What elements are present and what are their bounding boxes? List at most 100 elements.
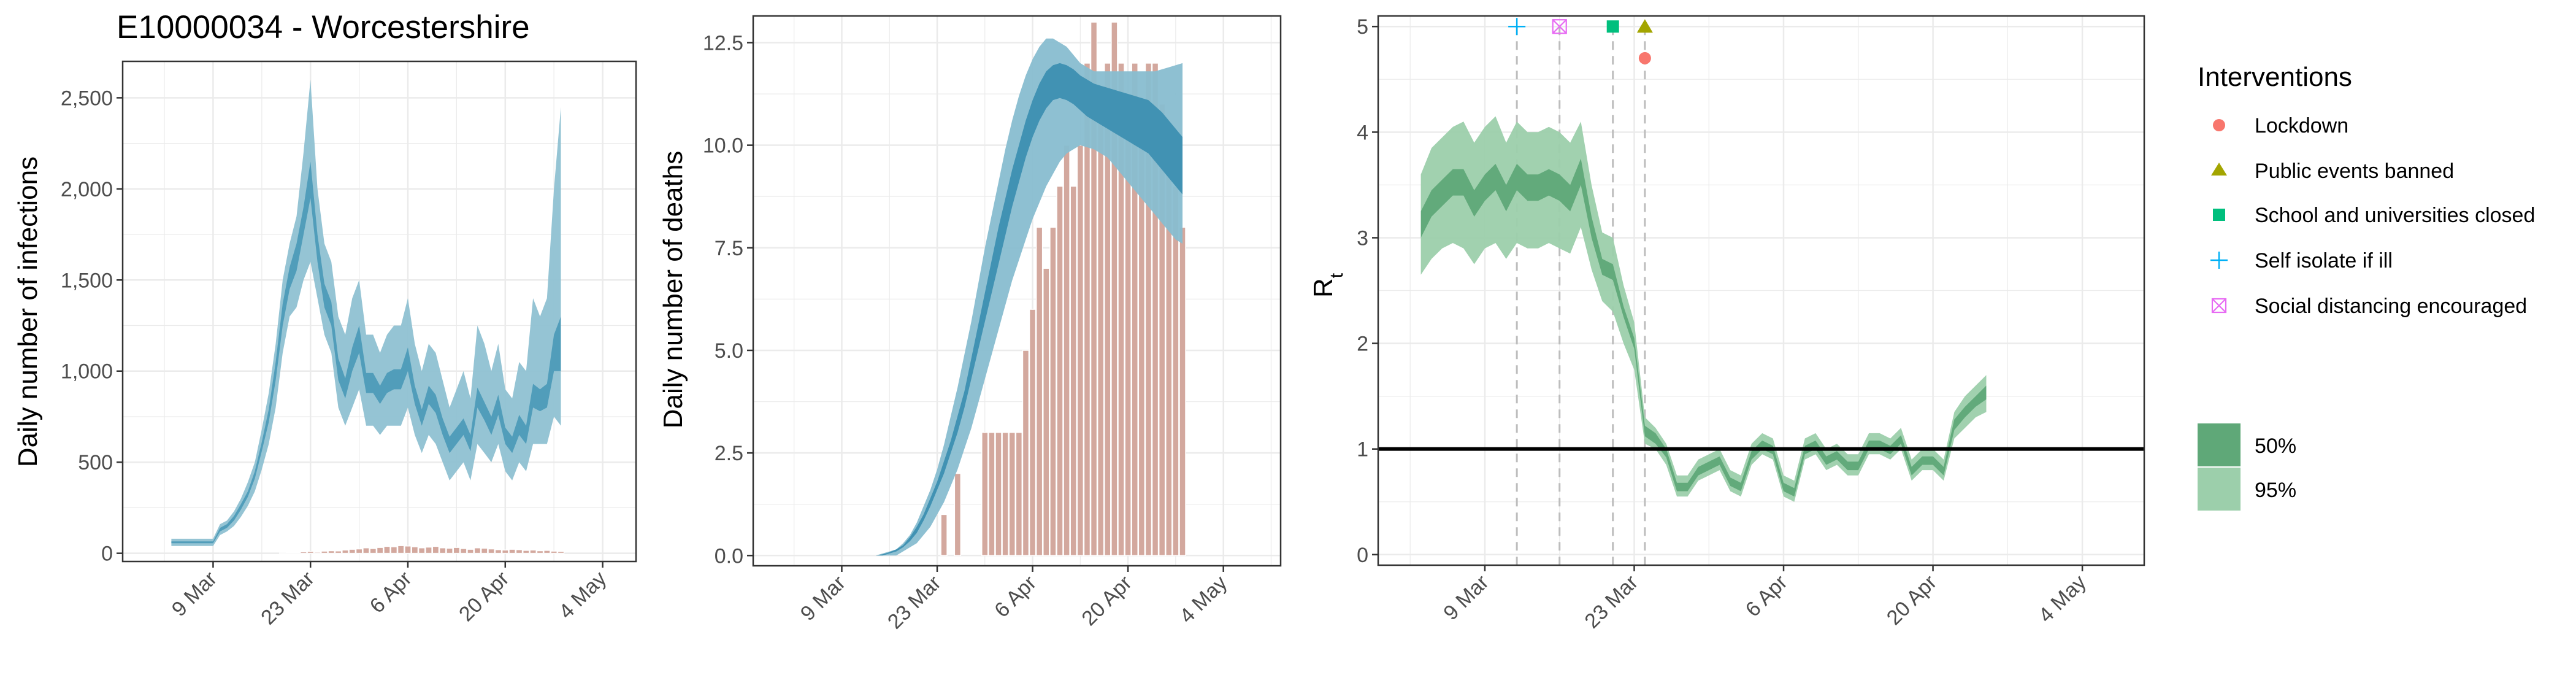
observed-bar	[467, 549, 474, 554]
observed-bar	[328, 550, 335, 554]
school-closed-marker	[1606, 20, 1619, 33]
observed-bar	[300, 551, 307, 554]
ribbon-50	[800, 63, 1183, 556]
observed-bar	[425, 546, 432, 554]
y-tick-label: 0	[101, 542, 113, 566]
x-tick-label: 4 May	[554, 567, 611, 623]
observed-bar	[1049, 226, 1057, 557]
observed-bar	[432, 546, 440, 554]
deaths-observed-bars	[940, 21, 1186, 557]
x-tick-label: 4 May	[2034, 571, 2090, 627]
observed-bar	[404, 546, 412, 554]
infections-y-ticks: 0 500 1,000 1,500 2,000 2,500	[61, 87, 123, 566]
ci-50-swatch	[2198, 423, 2241, 466]
x-tick-label: 23 Mar	[256, 567, 319, 630]
observed-bar	[453, 547, 461, 554]
observed-bar	[1131, 63, 1138, 557]
circle-icon	[2213, 119, 2225, 131]
observed-bar	[397, 545, 405, 554]
x-tick-label: 20 Apr	[454, 567, 513, 626]
x-tick-label: 4 May	[1175, 571, 1232, 628]
observed-bar	[459, 548, 467, 554]
legend-item-lockdown: Lockdown	[2213, 114, 2348, 137]
infections-grid	[123, 61, 636, 561]
x-tick-label: 6 Apr	[990, 571, 1041, 622]
y-tick-label: 3	[1357, 226, 1368, 250]
infections-plot-border	[121, 60, 637, 563]
observed-bar	[480, 547, 488, 554]
y-tick-label: 12.5	[703, 31, 743, 55]
rt-ribbons	[1420, 116, 1987, 502]
observed-bar	[334, 550, 342, 554]
legend-title: Interventions	[2198, 62, 2352, 92]
y-tick-label: 1	[1357, 438, 1368, 461]
observed-bar	[1022, 350, 1030, 557]
legend-item-self-isolate: Self isolate if ill	[2210, 249, 2393, 272]
observed-bar	[446, 547, 453, 554]
y-tick-label: 1,000	[61, 360, 113, 384]
legend-label-50: 50%	[2255, 434, 2296, 458]
y-tick-label: 0	[1357, 544, 1368, 567]
observed-bar	[522, 550, 530, 554]
observed-bar	[1029, 309, 1037, 557]
y-tick-label: 2,000	[61, 178, 113, 201]
legend-label-lockdown: Lockdown	[2255, 114, 2348, 137]
social-distancing-marker	[1552, 19, 1567, 34]
observed-bar	[1070, 185, 1077, 557]
y-tick-label: 0.0	[715, 544, 743, 568]
legend: Interventions Lockdown Public events ban…	[2198, 62, 2535, 511]
observed-bar	[1111, 21, 1118, 557]
y-tick-label: 500	[78, 451, 113, 474]
observed-bar	[1144, 63, 1152, 557]
legend-item-school: School and universities closed	[2213, 204, 2535, 227]
rt-y-axis-r: R	[1308, 278, 1338, 298]
ribbon-50	[1420, 158, 1987, 497]
rt-intervention-markers	[1508, 18, 1653, 64]
observed-bar	[307, 550, 315, 554]
observed-bar	[1043, 268, 1050, 557]
observed-bar	[418, 547, 426, 554]
infections-x-ticks: 9 Mar 23 Mar 6 Apr 20 Apr 4 May	[167, 561, 611, 629]
observed-bar	[508, 549, 516, 554]
x-tick-label: 20 Apr	[1077, 571, 1136, 630]
boxed-x-icon	[2211, 298, 2227, 314]
observed-bar	[501, 549, 509, 554]
social-distancing-box	[1552, 19, 1567, 34]
observed-bar	[995, 431, 1002, 557]
observed-bar	[321, 550, 328, 554]
self-isolate-marker	[1508, 18, 1526, 36]
plus-icon	[2210, 252, 2228, 269]
observed-bar	[376, 547, 384, 554]
legend-label-social-distancing: Social distancing encouraged	[2255, 295, 2527, 318]
observed-bar	[411, 546, 419, 554]
observed-bar	[1002, 431, 1009, 557]
observed-bar	[1063, 144, 1070, 557]
observed-bar	[348, 549, 356, 554]
observed-bar	[286, 552, 294, 554]
observed-bar	[1035, 226, 1043, 557]
observed-bar	[543, 550, 551, 554]
observed-bar	[488, 548, 495, 554]
rt-y-ticks: 0 1 2 3 4 5	[1357, 15, 1378, 567]
deaths-plot-border	[752, 15, 1282, 567]
rt-y-axis-title: Rt	[1308, 272, 1347, 298]
y-tick-label: 2	[1357, 333, 1368, 356]
deaths-y-ticks: 0.0 2.5 5.0 7.5 10.0 12.5	[703, 31, 753, 568]
x-tick-label: 20 Apr	[1882, 571, 1941, 630]
observed-bar	[1172, 185, 1179, 557]
observed-bar	[550, 550, 558, 554]
observed-bar	[1097, 104, 1105, 557]
observed-bar	[355, 548, 363, 554]
observed-bar	[293, 552, 301, 554]
legend-ci-95: 95%	[2198, 468, 2296, 511]
y-tick-label: 10.0	[703, 134, 743, 158]
y-tick-label: 1,500	[61, 269, 113, 292]
observed-bar	[529, 549, 537, 554]
infections-y-axis-title: Daily number of infections	[13, 156, 43, 467]
legend-label-school: School and universities closed	[2255, 204, 2535, 227]
observed-bar	[1117, 63, 1125, 557]
observed-bar	[1076, 144, 1084, 557]
y-tick-label: 5	[1357, 15, 1368, 39]
social-distancing-x2	[1552, 19, 1567, 34]
